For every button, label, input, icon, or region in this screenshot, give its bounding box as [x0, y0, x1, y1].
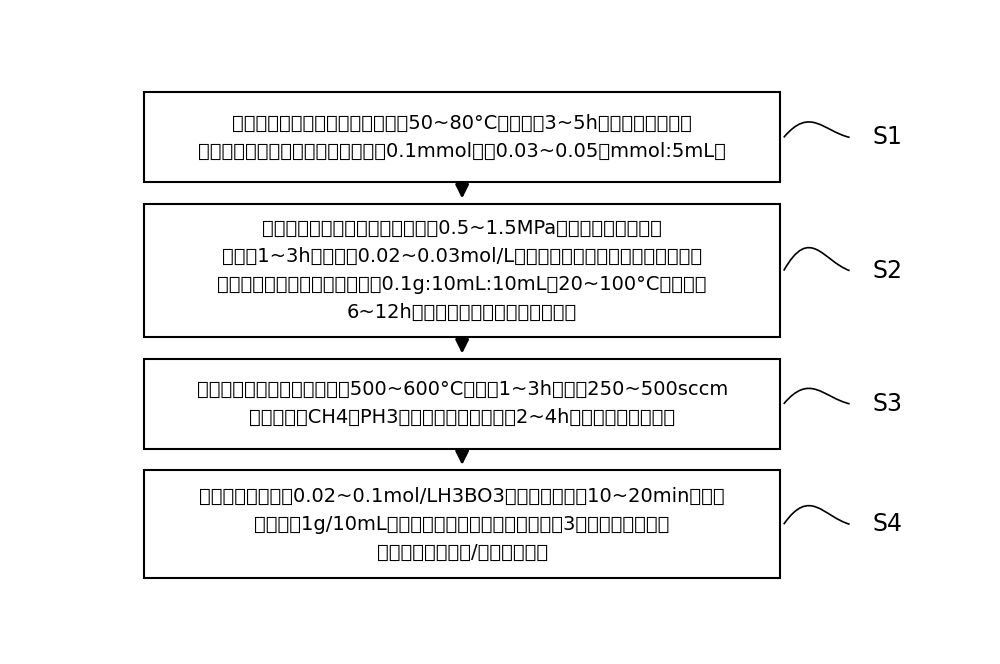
Text: 将固体颗粒物加入0.02~0.1mol/LH3BO3溶液中搅拌处理10~20min，控制
固液比为1g/10mL，固液分离后，再用去离子水洗涤3次，干燥后，得碳: 将固体颗粒物加入0.02~0.1mol/LH3BO3溶液中搅拌处理10~20mi… [199, 487, 725, 562]
Text: 将复合前驱体置于管式炉中，500~600°C热处理1~3h，再以250~500sccm
的流量通入CH4和PH3的混合气体，气相沉积2~4h，得到固体颗粒物；: 将复合前驱体置于管式炉中，500~600°C热处理1~3h，再以250~500s… [196, 380, 728, 428]
Text: S2: S2 [873, 259, 903, 283]
FancyBboxPatch shape [144, 470, 780, 578]
Text: S4: S4 [873, 512, 903, 537]
FancyBboxPatch shape [144, 359, 780, 449]
Text: S3: S3 [873, 392, 903, 416]
Text: S1: S1 [873, 125, 903, 149]
Text: 将铜盐和镍盐溶解于去离子水中，50~80°C磁力搅拌3~5h，得到混合溶液；
所述铜盐、镍盐、去离子水的比例为0.1mmol：（0.03~0.05）mmol:5: 将铜盐和镍盐溶解于去离子水中，50~80°C磁力搅拌3~5h，得到混合溶液； 所… [198, 114, 726, 161]
Text: 向混合溶液中加入催化剂载体，于0.5~1.5MPa压力条件下，加压浸
渍吸附1~3h，再滴加0.02~0.03mol/L柠檬酸钠溶液，控制催化剂载体、混
合溶液: 向混合溶液中加入催化剂载体，于0.5~1.5MPa压力条件下，加压浸 渍吸附1~… [217, 219, 707, 322]
FancyBboxPatch shape [144, 92, 780, 183]
FancyBboxPatch shape [144, 204, 780, 337]
